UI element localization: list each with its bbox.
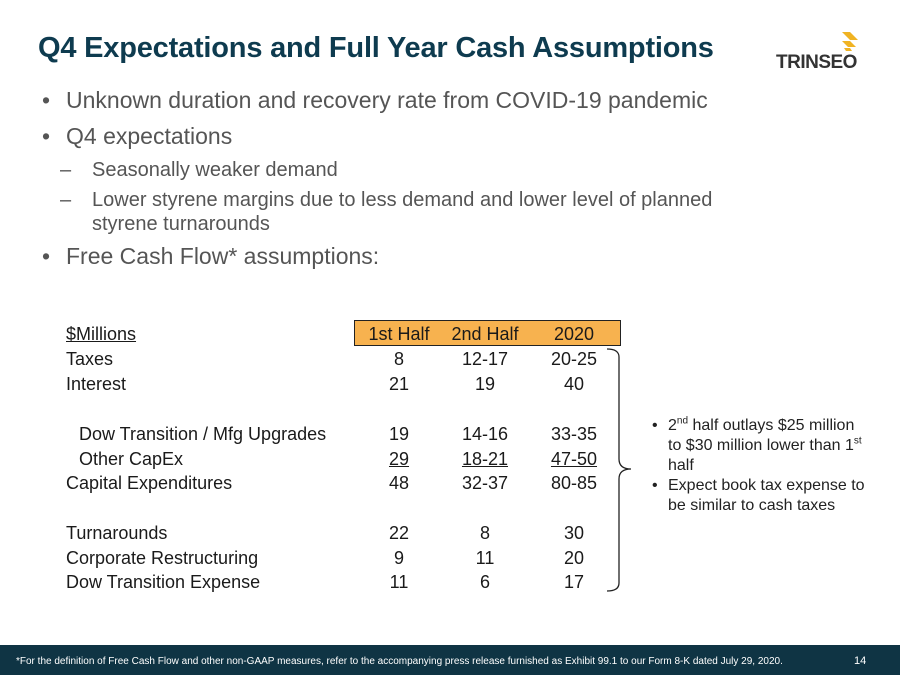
- note-second-half-outlays: 2nd half outlays $25 million to $30 mill…: [652, 416, 872, 476]
- sub-bullet-demand: – Seasonally weaker demand: [60, 159, 338, 181]
- note-book-tax: Expect book tax expense to be similar to…: [652, 476, 872, 516]
- header-label: $Millions: [66, 324, 137, 344]
- table-row: Capital Expenditures 48 32-37 80-85: [66, 473, 598, 493]
- bullet-covid: Unknown duration and recovery rate from …: [40, 86, 820, 114]
- table-header-highlight: [354, 320, 621, 346]
- header-1st-half: 1st Half: [368, 324, 430, 344]
- side-notes: 2nd half outlays $25 million to $30 mill…: [652, 416, 872, 516]
- bullet-list: Unknown duration and recovery rate from …: [40, 86, 820, 278]
- right-brace: [606, 348, 632, 592]
- logo-text: TRINSEO: [776, 52, 857, 73]
- slide-title: Q4 Expectations and Full Year Cash Assum…: [38, 32, 714, 64]
- page-number: 14: [854, 655, 867, 667]
- bullet-fcf: Free Cash Flow* assumptions:: [40, 242, 820, 270]
- trinseo-logo: TRINSEO: [776, 32, 868, 76]
- header-2020: 2020: [553, 324, 595, 344]
- logo-chevron-icon: [842, 32, 858, 51]
- header-2nd-half: 2nd Half: [451, 324, 519, 344]
- footnote: *For the definition of Free Cash Flow an…: [16, 656, 783, 667]
- footer-bar: *For the definition of Free Cash Flow an…: [0, 645, 900, 675]
- bullet-q4-expectations: Q4 expectations: [40, 122, 820, 150]
- table-header-row: $Millions 1st Half 2nd Half 2020: [66, 322, 626, 346]
- table-row: Corporate Restructuring 9 11 20: [66, 548, 585, 568]
- table-row: Interest 21 19 40: [66, 374, 585, 394]
- table-row: Other CapEx 29 18-21 47-50: [79, 449, 598, 469]
- table-row: Dow Transition / Mfg Upgrades 19 14-16 3…: [79, 424, 598, 444]
- table-row: Dow Transition Expense 11 6 17: [66, 572, 585, 592]
- table-row: Turnarounds 22 8 30: [66, 523, 585, 543]
- sub-bullet-margins: – Lower styrene margins due to less dema…: [60, 189, 713, 235]
- table-row: Taxes 8 12-17 20-25: [66, 349, 598, 369]
